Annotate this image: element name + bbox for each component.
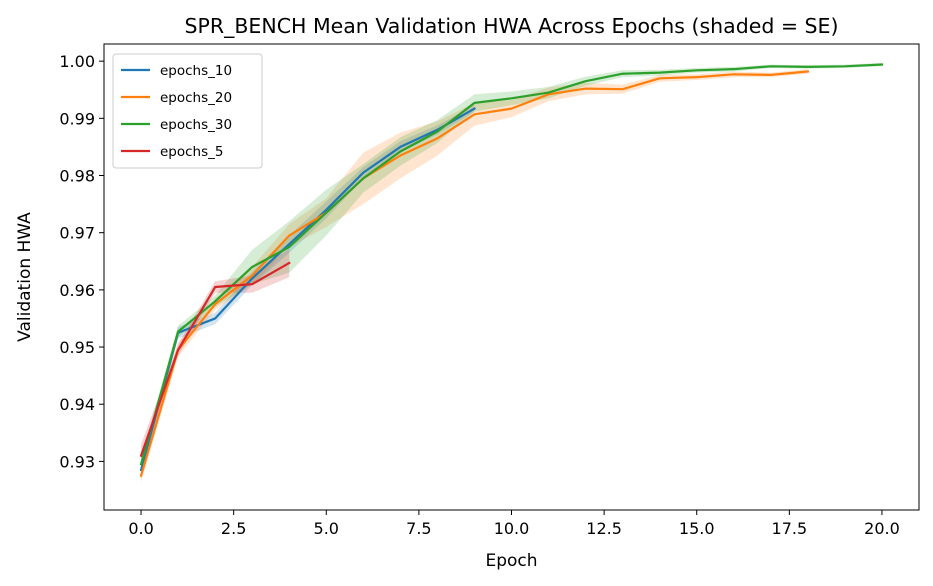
x-axis-title: Epoch — [485, 551, 537, 571]
se-band-epochs-30 — [141, 62, 882, 470]
legend-label-epochs-10: epochs_10 — [160, 63, 232, 79]
y-tick-label: 0.95 — [59, 338, 95, 357]
series-line-epochs-30 — [139, 63, 884, 466]
x-axis: 0.0 2.5 5.0 7.5 10.0 12.5 15.0 17.5 20.0 — [128, 510, 900, 538]
x-tick-label: 20.0 — [864, 519, 900, 538]
legend-box — [112, 53, 263, 169]
y-tick-label: 0.99 — [59, 109, 95, 128]
x-tick-label: 5.0 — [314, 519, 339, 538]
chart-title: SPR_BENCH Mean Validation HWA Across Epo… — [184, 14, 838, 39]
x-tick-label: 2.5 — [221, 519, 246, 538]
x-tick-label: 17.5 — [772, 519, 808, 538]
x-tick-label: 7.5 — [406, 519, 431, 538]
legend-label-epochs-5: epochs_5 — [160, 144, 224, 160]
y-axis: 0.93 0.94 0.95 0.96 0.97 0.98 0.99 1.00 — [59, 52, 104, 471]
y-tick-label: 0.96 — [59, 281, 95, 300]
y-tick-label: 0.94 — [59, 395, 95, 414]
y-tick-label: 0.97 — [59, 224, 95, 243]
y-tick-label: 0.93 — [59, 452, 95, 471]
series-line-epochs-5 — [139, 261, 291, 458]
legend-label-epochs-30: epochs_30 — [160, 117, 232, 133]
legend: epochs_10 epochs_20 epochs_30 epochs_5 — [112, 53, 263, 169]
x-tick-label: 10.0 — [494, 519, 530, 538]
y-axis-title: Validation HWA — [15, 212, 35, 342]
x-tick-label: 12.5 — [586, 519, 622, 538]
y-tick-label: 1.00 — [59, 52, 95, 71]
x-tick-label: 0.0 — [128, 519, 153, 538]
x-tick-label: 15.0 — [679, 519, 715, 538]
y-tick-label: 0.98 — [59, 167, 95, 186]
series-lines — [139, 63, 884, 478]
legend-label-epochs-20: epochs_20 — [160, 90, 232, 106]
series-line-epochs-20 — [139, 70, 810, 478]
se-band-epochs-5 — [141, 248, 290, 468]
